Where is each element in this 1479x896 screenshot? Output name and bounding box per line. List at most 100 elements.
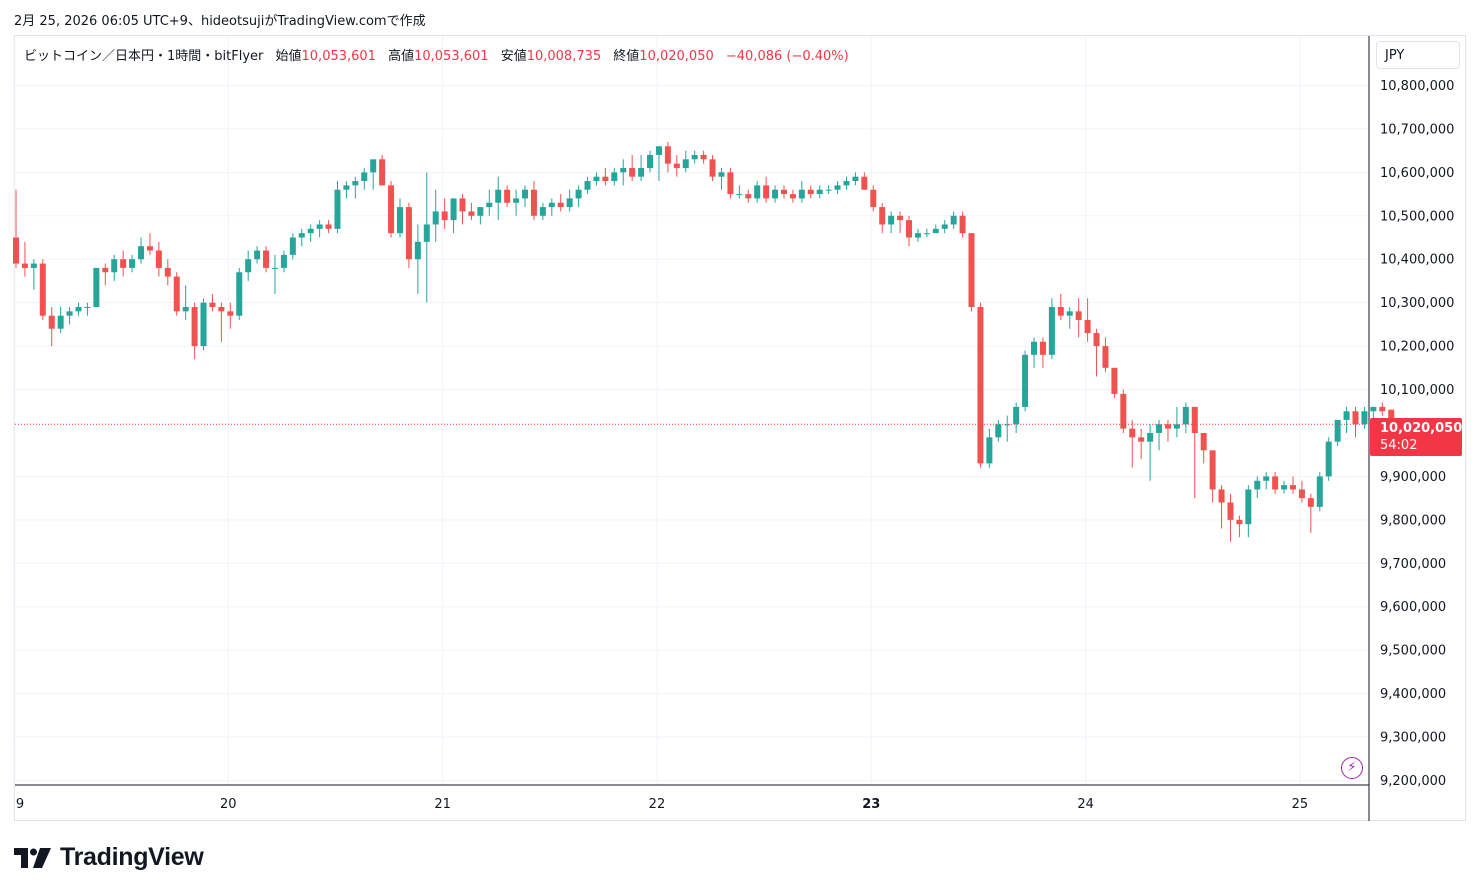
candle-body — [1388, 409, 1395, 425]
candle-body — [754, 185, 761, 199]
candle-body — [1254, 480, 1261, 490]
candle-body — [441, 211, 448, 221]
candle-body — [1218, 489, 1225, 503]
change-value: −40,086 (−0.40%) — [725, 49, 849, 64]
candle-body — [164, 267, 171, 277]
candle-body — [1209, 450, 1216, 490]
y-tick-label: 10,700,000 — [1380, 122, 1454, 137]
candle-body — [1093, 333, 1100, 347]
candle-body — [879, 207, 886, 225]
candle-body — [1227, 502, 1234, 520]
y-tick-label: 10,600,000 — [1380, 166, 1454, 181]
candle-body — [763, 185, 770, 199]
candle-body — [1343, 411, 1350, 420]
candle-body — [432, 211, 439, 225]
candle-body — [1298, 489, 1305, 499]
candle-body — [1004, 424, 1011, 426]
candle-body — [816, 189, 823, 195]
candle-body — [1325, 441, 1332, 477]
candle-body — [236, 272, 243, 316]
candle-body — [370, 159, 377, 173]
candle-body — [682, 159, 689, 168]
candle-body — [977, 307, 984, 464]
candle-body — [843, 181, 850, 186]
x-tick-label: 22 — [649, 797, 666, 812]
candle-body — [664, 146, 671, 164]
candle-body — [254, 250, 261, 260]
candle-body — [138, 246, 145, 260]
candle-body — [736, 194, 743, 196]
candle-body — [1361, 411, 1368, 425]
candle-body — [450, 198, 457, 221]
candle-body — [932, 228, 939, 234]
tv-logo-icon — [14, 847, 51, 868]
logo-text: TradingView — [60, 843, 204, 871]
candle-body — [1129, 428, 1136, 438]
y-tick-label: 9,200,000 — [1380, 774, 1446, 789]
candle-body — [745, 194, 752, 199]
candle-body — [459, 198, 466, 212]
candle-body — [379, 159, 386, 186]
candle-body — [21, 263, 28, 268]
candle-body — [129, 259, 136, 268]
candle-body — [852, 176, 859, 182]
candle-body — [1102, 346, 1109, 368]
currency-button[interactable]: JPY — [1376, 41, 1460, 69]
y-tick-label: 9,300,000 — [1380, 731, 1446, 746]
candle-body — [191, 307, 198, 347]
chart-caption: 2月 25, 2026 06:05 UTC+9、hideotsujiがTradi… — [14, 14, 426, 29]
candle-body — [334, 189, 341, 229]
candle-body — [200, 302, 207, 347]
candle-body — [888, 215, 895, 225]
candle-body — [182, 307, 189, 312]
lightning-icon[interactable]: ⚡ — [1341, 757, 1363, 779]
candle-body — [807, 189, 814, 195]
y-tick-label: 10,800,000 — [1380, 79, 1454, 94]
candle-body — [102, 267, 109, 273]
candle-body — [1084, 320, 1091, 334]
candle-body — [280, 254, 287, 268]
candle-body — [1245, 489, 1252, 525]
candle-body — [870, 189, 877, 208]
candle-body — [950, 215, 957, 225]
candle-body — [146, 246, 153, 251]
candle-body — [1307, 498, 1314, 507]
y-tick-label: 10,300,000 — [1380, 296, 1454, 311]
candle-body — [513, 198, 520, 203]
candle-body — [423, 224, 430, 242]
candle-body — [780, 189, 787, 195]
candle-body — [245, 259, 252, 273]
x-tick-label: 24 — [1077, 797, 1094, 812]
candle-body — [1182, 406, 1189, 425]
candle-body — [1057, 307, 1064, 316]
candle-body — [84, 307, 91, 309]
candle-body — [629, 167, 636, 177]
candle-body — [39, 263, 46, 316]
candle-body — [1379, 406, 1386, 412]
y-tick-label: 10,500,000 — [1380, 209, 1454, 224]
candle-body — [1031, 341, 1038, 355]
candle-body — [1013, 406, 1020, 425]
candle-body — [30, 263, 37, 268]
candle-body — [111, 259, 118, 273]
candle-body — [1289, 485, 1296, 490]
candle-body — [1164, 424, 1171, 429]
candle-body — [647, 154, 654, 168]
candle-body — [1316, 476, 1323, 507]
candle-body — [477, 207, 484, 216]
candle-body — [530, 189, 537, 216]
candle-body — [673, 163, 680, 168]
candle-body — [1370, 406, 1377, 412]
open-value: 10,053,601 — [301, 49, 376, 64]
candle-body — [1022, 354, 1029, 407]
tradingview-logo: TradingView — [14, 843, 204, 872]
candle-body — [522, 189, 529, 199]
candle-body — [1173, 424, 1180, 429]
candle-body — [1156, 424, 1163, 433]
candle-body — [1334, 419, 1341, 442]
candle-body — [1191, 406, 1198, 433]
candle-body — [968, 233, 975, 308]
candle-body — [718, 172, 725, 177]
candle-body — [602, 176, 609, 182]
